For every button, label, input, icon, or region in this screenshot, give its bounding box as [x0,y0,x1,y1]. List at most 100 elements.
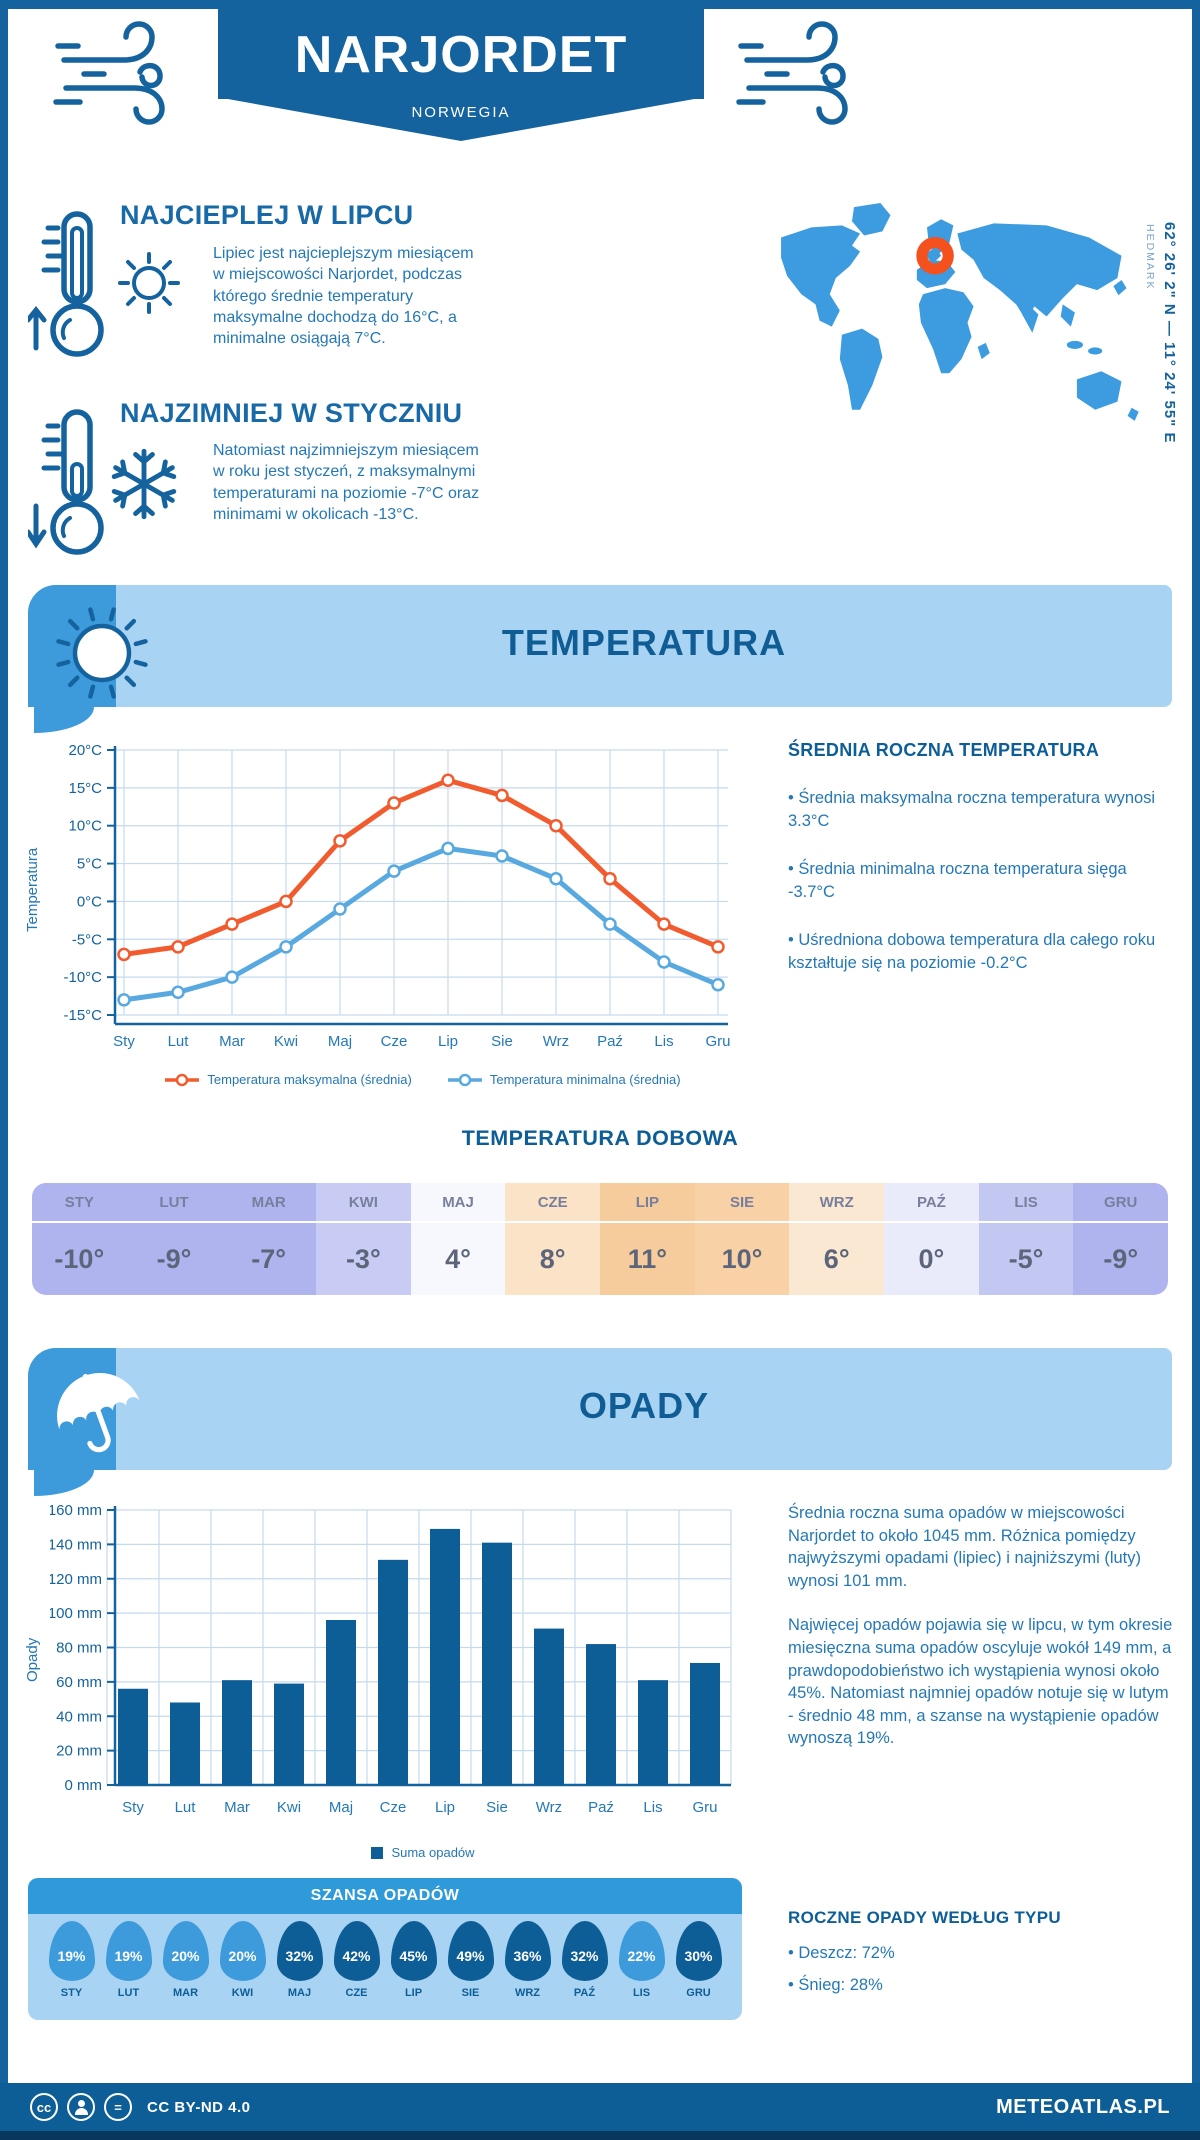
chance-value: 32% [285,1948,314,1964]
svg-text:Lut: Lut [175,1799,197,1816]
cc-nd-icon: = [104,2093,132,2121]
raindrop-icon: 45% [390,1921,437,1981]
daily-month-label: GRU [1073,1183,1168,1223]
bar-Wrz [534,1628,564,1785]
daily-col-CZE: CZE 8° [505,1183,601,1295]
chance-value: 45% [399,1948,428,1964]
svg-text:Lis: Lis [643,1799,662,1816]
bar-Sty [118,1688,148,1785]
bar-Mar [222,1680,252,1785]
temperature-band-title: TEMPERATURA [501,622,787,663]
footer: cc = CC BY-ND 4.0 METEOATLAS.PL [0,2083,1200,2131]
point-Lis [657,917,671,931]
coldest-title: NAJZIMNIEJ W STYCZNIU [120,398,463,428]
svg-text:100 mm: 100 mm [50,1605,102,1622]
precipitation-paragraph-1: Średnia roczna suma opadów w miejscowośc… [788,1504,1142,1590]
chance-slot-WRZ: 36% WRZ [499,1921,556,1999]
chance-panel: SZANSA OPADÓW 19% STY 19% LUT 20% MAR 20% KWI 32… [28,1878,742,2020]
daily-value: 10° [721,1244,763,1274]
svg-text:Wrz: Wrz [536,1799,562,1816]
temperature-line-chart: 20°C 15°C 10°C 5°C 0°C -5°C -10°C -15°C Sty Lut Ma… [63,742,730,1050]
daily-col-LUT: LUT -9° [126,1183,222,1295]
daily-month-label: KWI [316,1183,411,1223]
svg-text:Kwi: Kwi [274,1033,298,1050]
daily-col-SIE: SIE 10° [694,1183,790,1295]
license-text: CC BY-ND 4.0 [147,2098,251,2116]
point-Sty [117,993,131,1007]
svg-text:20 mm: 20 mm [56,1743,102,1760]
precip-type-title: ROCZNE OPADY WEDŁUG TYPU [788,1908,1061,1927]
svg-text:160 mm: 160 mm [50,1502,102,1519]
thermometer-down-icon [28,409,104,555]
temperature-band [28,585,1172,707]
raindrop-icon: 36% [504,1921,551,1981]
frame-right [1192,0,1200,2140]
raindrop-icon: 20% [162,1921,209,1981]
daily-col-MAR: MAR -7° [221,1183,317,1295]
warmest-title: NAJCIEPLEJ W LIPCU [120,200,414,230]
bar-Maj [326,1620,356,1785]
svg-text:Gru: Gru [705,1033,730,1050]
legend-item: Temperatura maksymalna (średnia) [165,1072,412,1087]
point-Gru [711,977,725,992]
precipitation-bar-chart: 0 mm 20 mm 40 mm 60 mm 80 mm 100 mm 120 mm 140 … [50,1502,732,1816]
precip-type-block: ROCZNE OPADY WEDŁUG TYPU • Deszcz: 72% •… [788,1908,1174,1996]
svg-text:40 mm: 40 mm [56,1708,102,1725]
svg-text:-5°C: -5°C [72,931,102,948]
temperature-bullet-2: • Średnia minimalna roczna temperatura s… [788,860,1127,901]
bar-Lut [170,1702,200,1785]
point-Sie [495,788,509,803]
svg-text:60 mm: 60 mm [56,1674,102,1691]
svg-text:-15°C: -15°C [63,1007,102,1024]
svg-text:Paź: Paź [588,1799,614,1816]
sun-small-icon [118,252,180,314]
chance-month-label: LIS [632,1987,651,1999]
bar-Kwi [274,1683,304,1785]
chance-slot-MAR: 20% MAR [157,1921,214,1999]
svg-text:Mar: Mar [224,1799,250,1816]
daily-temperature-table: STY -10° LUT -9° MAR -7° KWI -3° MAJ 4° CZE 8° LIP 11… [32,1183,1168,1295]
point-Mar [225,917,239,931]
svg-text:0 mm: 0 mm [65,1777,103,1794]
svg-text:Cze: Cze [381,1033,408,1050]
chance-value: 20% [171,1948,200,1964]
precipitation-summary: Średnia roczna suma opadów w miejscowośc… [788,1502,1174,1750]
precip-type-snow: • Śnieg: 28% [788,1975,883,1994]
chance-value: 30% [684,1948,713,1964]
chance-month-label: LUT [117,1987,140,1999]
chance-month-label: KWI [231,1987,254,1999]
precipitation-band-title: OPADY [578,1385,710,1426]
chance-slot-KWI: 20% KWI [214,1921,271,1999]
region-text: HEDMARK [1144,224,1156,291]
chance-slot-SIE: 49% SIE [442,1921,499,1999]
daily-month-label: MAJ [410,1183,506,1223]
daily-value: -3° [345,1244,381,1274]
chance-panel-title: SZANSA OPADÓW [28,1878,742,1914]
svg-text:Cze: Cze [380,1799,407,1816]
daily-col-WRZ: WRZ 6° [789,1183,885,1295]
chance-slot-CZE: 42% CZE [328,1921,385,1999]
daily-value: -5° [1008,1244,1044,1274]
daily-col-PAŹ: PAŹ 0° [884,1183,979,1295]
page-title: NARJORDET [294,26,628,84]
temperature-bullet-3: • Uśredniona dobowa temperatura dla całe… [788,931,1156,972]
precip-type-rain: • Deszcz: 72% [788,1944,895,1962]
bar-Lis [638,1680,668,1785]
legend-item: Suma opadów [371,1845,475,1860]
daily-col-STY: STY -10° [32,1183,127,1295]
daily-month-label: LIS [978,1183,1074,1223]
thermometer-up-icon [28,211,104,357]
point-Kwi [279,894,293,909]
svg-text:5°C: 5°C [77,856,102,873]
precipitation-band [28,1348,1172,1470]
temp-chart-legend: Temperatura maksymalna (średnia) Temperat… [60,1072,786,1087]
point-Lip [441,841,455,856]
point-Cze [387,796,401,810]
daily-month-label: PAŹ [884,1183,979,1223]
point-Maj [333,902,347,916]
chance-month-label: WRZ [514,1987,541,1999]
chance-value: 19% [57,1948,86,1964]
daily-col-LIP: LIP 11° [600,1183,695,1295]
chance-month-label: LIP [404,1987,423,1999]
precipitation-paragraph-2: Najwięcej opadów pojawia się w lipcu, w … [788,1616,1173,1748]
